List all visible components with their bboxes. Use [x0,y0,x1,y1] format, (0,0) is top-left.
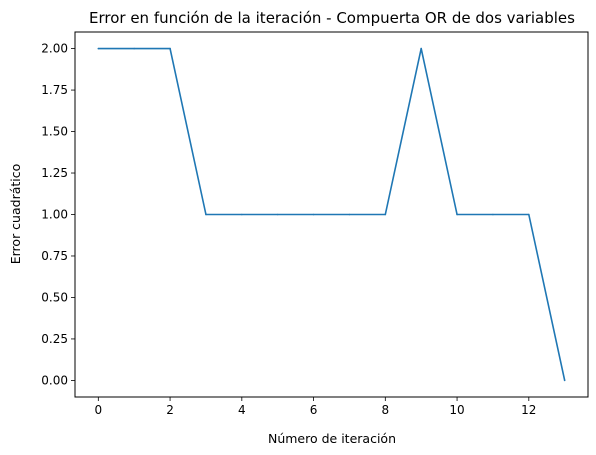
data-point [312,213,315,216]
x-axis: 0 2 4 6 8 10 12 [94,397,536,417]
x-tick-label: 6 [310,403,318,417]
y-tick-label: 0.75 [41,249,68,263]
data-point [241,213,243,216]
data-point [420,47,422,50]
chart-title: Error en función de la iteración - Compu… [89,9,575,27]
x-axis-label: Número de iteración [268,431,396,446]
x-tick-label: 10 [449,403,464,417]
y-tick-label: 0.00 [41,373,68,387]
y-tick-label: 1.25 [41,166,68,180]
y-tick-label: 0.50 [41,290,68,304]
data-point [492,213,494,216]
series-line [98,47,566,381]
data-point [563,379,566,382]
y-tick-label: 1.00 [41,208,68,222]
data-point [276,213,279,216]
data-point [97,47,100,50]
series-layer [97,47,566,382]
data-point [169,47,171,50]
y-axis: 0.00 0.25 0.50 0.75 1.00 1.25 1.50 1.75 2.00 [41,42,75,387]
y-axis-label: Error cuadrático [8,164,23,265]
y-tick-label: 0.25 [41,332,68,346]
y-tick-label: 2.00 [41,42,68,56]
data-point [384,213,387,216]
y-tick-label: 1.75 [41,83,68,97]
data-point [133,47,135,50]
x-tick-label: 8 [381,403,389,417]
x-tick-label: 0 [94,403,102,417]
x-tick-label: 2 [166,403,174,417]
y-tick-label: 1.50 [41,125,68,139]
data-point [456,213,458,216]
data-point [205,213,207,216]
x-tick-label: 4 [238,403,246,417]
x-tick-label: 12 [521,403,536,417]
data-point [528,213,530,216]
data-point [348,213,351,216]
